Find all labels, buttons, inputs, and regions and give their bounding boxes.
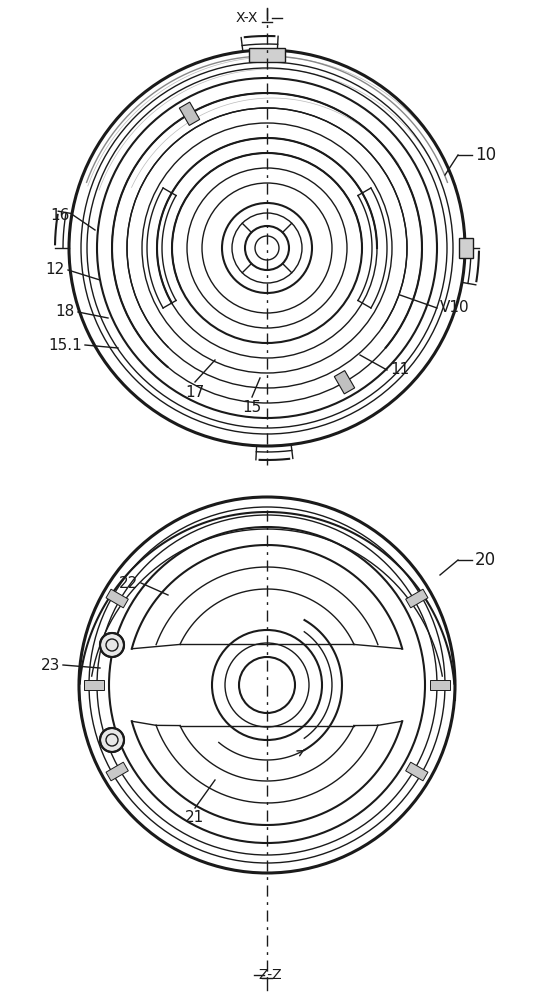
Text: 12: 12: [46, 262, 65, 277]
Text: 23: 23: [41, 658, 60, 672]
Bar: [406, 589, 428, 608]
Text: 22: 22: [119, 576, 138, 590]
Text: 20: 20: [475, 551, 496, 569]
Bar: [430, 680, 450, 690]
Text: 18: 18: [56, 304, 75, 320]
Bar: [406, 762, 428, 781]
Text: 16: 16: [51, 208, 70, 223]
Text: 15.1: 15.1: [48, 338, 82, 353]
Bar: [334, 371, 355, 394]
Circle shape: [100, 633, 124, 657]
Bar: [84, 680, 104, 690]
Bar: [106, 589, 128, 608]
Bar: [179, 102, 200, 125]
FancyBboxPatch shape: [459, 238, 473, 258]
Text: 10: 10: [475, 146, 496, 164]
Text: 15: 15: [242, 400, 262, 415]
Text: 17: 17: [185, 385, 204, 400]
Text: Z-Z: Z-Z: [258, 968, 281, 982]
Circle shape: [100, 728, 124, 752]
Text: V10: V10: [440, 300, 470, 316]
Text: 21: 21: [185, 810, 204, 825]
FancyBboxPatch shape: [249, 48, 285, 62]
Text: 11: 11: [390, 362, 409, 377]
Bar: [106, 762, 128, 781]
Text: X-X: X-X: [235, 11, 258, 25]
